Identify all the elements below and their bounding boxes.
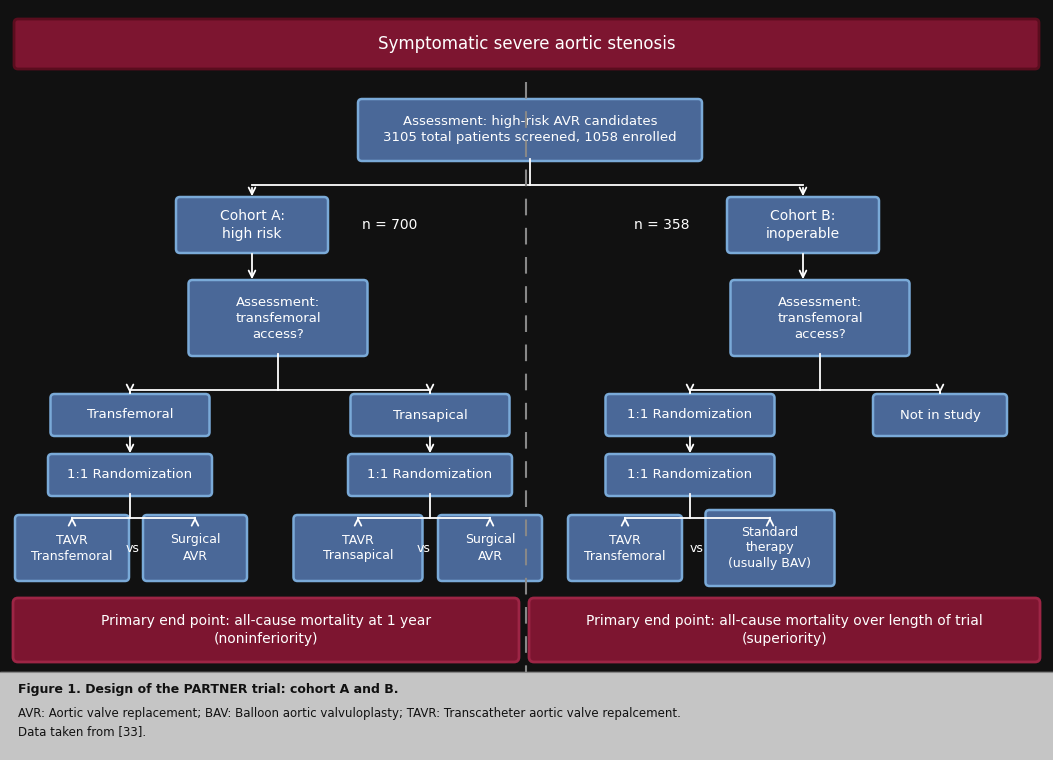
FancyBboxPatch shape <box>347 454 512 496</box>
FancyBboxPatch shape <box>605 394 775 436</box>
Text: 1:1 Randomization: 1:1 Randomization <box>628 409 753 422</box>
FancyBboxPatch shape <box>14 19 1039 69</box>
Text: Symptomatic severe aortic stenosis: Symptomatic severe aortic stenosis <box>378 35 675 53</box>
Text: Primary end point: all-cause mortality at 1 year
(noninferiority): Primary end point: all-cause mortality a… <box>101 614 431 646</box>
Text: Assessment:
transfemoral
access?: Assessment: transfemoral access? <box>777 296 862 340</box>
Text: vs: vs <box>126 541 140 555</box>
Text: Standard
therapy
(usually BAV): Standard therapy (usually BAV) <box>729 525 812 571</box>
Text: 1:1 Randomization: 1:1 Randomization <box>367 468 493 482</box>
FancyBboxPatch shape <box>176 197 327 253</box>
Text: Surgical
AVR: Surgical AVR <box>170 534 220 562</box>
Text: Data taken from [33].: Data taken from [33]. <box>18 726 146 739</box>
FancyBboxPatch shape <box>358 99 702 161</box>
FancyBboxPatch shape <box>351 394 510 436</box>
FancyBboxPatch shape <box>188 280 367 356</box>
Text: Cohort A:
high risk: Cohort A: high risk <box>219 209 284 241</box>
FancyBboxPatch shape <box>438 515 542 581</box>
FancyBboxPatch shape <box>873 394 1007 436</box>
Text: Cohort B:
inoperable: Cohort B: inoperable <box>766 209 840 241</box>
Text: TAVR
Transapical: TAVR Transapical <box>323 534 393 562</box>
FancyBboxPatch shape <box>15 515 130 581</box>
Bar <box>0 672 1053 760</box>
FancyBboxPatch shape <box>706 510 834 586</box>
Text: TAVR
Transfemoral: TAVR Transfemoral <box>584 534 665 562</box>
Text: AVR: Aortic valve replacement; BAV: Balloon aortic valvuloplasty; TAVR: Transcat: AVR: Aortic valve replacement; BAV: Ball… <box>18 708 681 720</box>
FancyBboxPatch shape <box>143 515 247 581</box>
Text: n = 700: n = 700 <box>362 218 418 232</box>
FancyBboxPatch shape <box>48 454 212 496</box>
FancyBboxPatch shape <box>294 515 422 581</box>
Text: Assessment:
transfemoral
access?: Assessment: transfemoral access? <box>235 296 321 340</box>
Text: vs: vs <box>417 541 431 555</box>
FancyBboxPatch shape <box>529 598 1040 662</box>
FancyBboxPatch shape <box>568 515 682 581</box>
Text: Transfemoral: Transfemoral <box>86 409 174 422</box>
Text: Transapical: Transapical <box>393 409 468 422</box>
Text: 1:1 Randomization: 1:1 Randomization <box>67 468 193 482</box>
Text: Not in study: Not in study <box>899 409 980 422</box>
FancyBboxPatch shape <box>731 280 910 356</box>
Text: vs: vs <box>690 541 704 555</box>
FancyBboxPatch shape <box>51 394 210 436</box>
Text: TAVR
Transfemoral: TAVR Transfemoral <box>32 534 113 562</box>
Text: 1:1 Randomization: 1:1 Randomization <box>628 468 753 482</box>
Text: Assessment: high-risk AVR candidates
3105 total patients screened, 1058 enrolled: Assessment: high-risk AVR candidates 310… <box>383 116 677 144</box>
FancyBboxPatch shape <box>605 454 775 496</box>
FancyBboxPatch shape <box>13 598 519 662</box>
Text: n = 358: n = 358 <box>634 218 690 232</box>
Text: Surgical
AVR: Surgical AVR <box>464 534 515 562</box>
FancyBboxPatch shape <box>727 197 879 253</box>
Text: Figure 1. Design of the PARTNER trial: cohort A and B.: Figure 1. Design of the PARTNER trial: c… <box>18 683 398 696</box>
Text: Primary end point: all-cause mortality over length of trial
(superiority): Primary end point: all-cause mortality o… <box>587 614 982 646</box>
